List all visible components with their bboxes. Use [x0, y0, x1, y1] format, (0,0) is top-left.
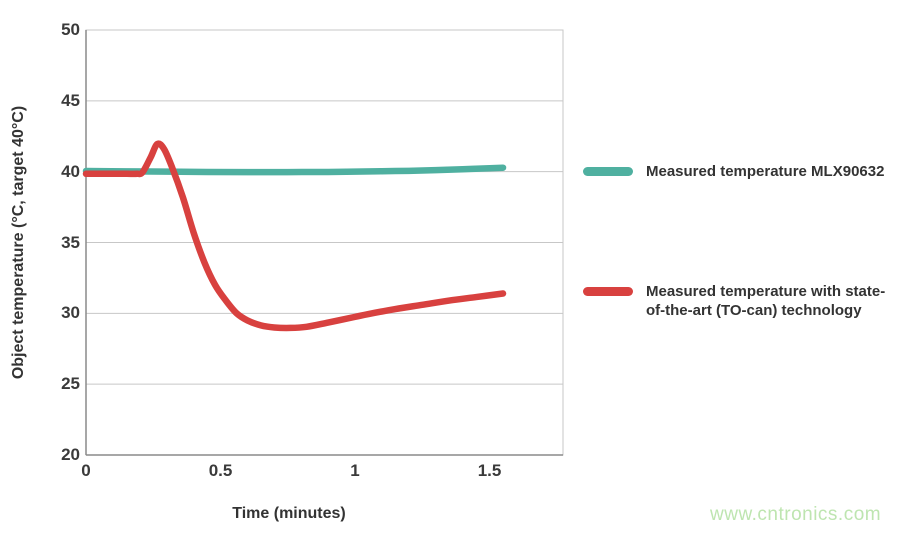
- x-tick-label: 0.5: [208, 461, 233, 480]
- legend-swatch-teal-icon: [583, 166, 633, 176]
- legend-item-to-can: Measured temperature with state-of-the-a…: [583, 282, 898, 320]
- y-tick-label: 50: [61, 20, 80, 39]
- series-line-0: [82, 164, 507, 176]
- y-tick-label: 45: [61, 90, 80, 110]
- x-tick-label: 0: [81, 461, 91, 480]
- y-axis-title: Object temperature (°C, target 40°C): [10, 105, 27, 380]
- y-tick-label: 20: [61, 445, 80, 464]
- legend-item-mlx90632: Measured temperature MLX90632: [583, 161, 898, 181]
- y-tick-label: 35: [61, 232, 80, 252]
- x-axis-title: Time (minutes): [232, 505, 346, 522]
- watermark: www.cntronics.com: [710, 504, 882, 525]
- legend-label-to-can: Measured temperature with state-of-the-a…: [646, 283, 886, 319]
- legend-swatch-red-icon: [583, 287, 633, 296]
- y-tick-label: 40: [61, 161, 80, 181]
- y-tick-label: 25: [61, 374, 80, 394]
- y-tick-label: 30: [61, 303, 80, 323]
- series-line-1: [82, 140, 507, 332]
- legend-label-mlx90632: Measured temperature MLX90632: [646, 162, 885, 180]
- x-tick-label: 1: [350, 461, 360, 480]
- x-tick-label: 1.5: [477, 461, 502, 480]
